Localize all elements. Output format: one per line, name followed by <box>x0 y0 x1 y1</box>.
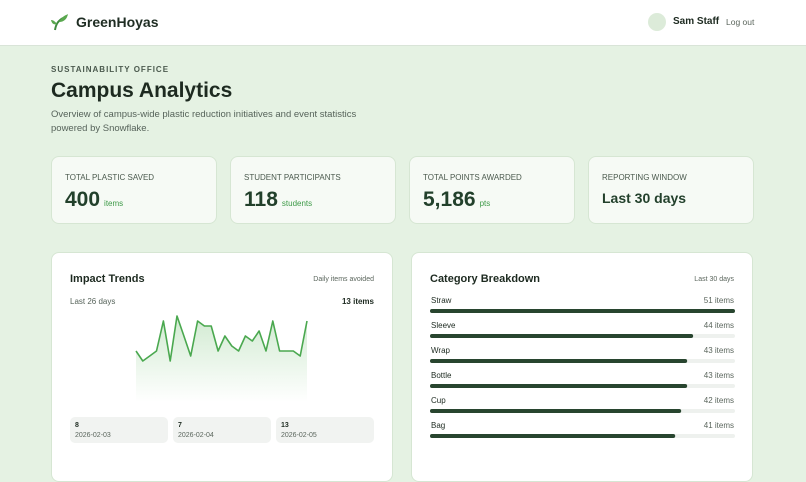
range: Last 26 days <box>70 297 116 306</box>
category-name: Bag <box>431 421 446 430</box>
stat-card: TOTAL POINTS AWARDED 5,186 pts <box>409 156 575 224</box>
stat-unit: items <box>104 199 124 208</box>
category-name: Wrap <box>431 346 450 355</box>
stat-unit: students <box>281 199 313 208</box>
user-name: Sam Staff <box>673 16 720 27</box>
panel-note: Last 30 days <box>694 276 734 283</box>
category-name: Straw <box>431 296 452 305</box>
stat-label: TOTAL PLASTIC SAVED <box>65 173 155 182</box>
day-card: 7 2026-02-04 <box>173 417 271 443</box>
stat-card: REPORTING WINDOW Last 30 days <box>588 156 754 224</box>
panel-title: Impact Trends <box>70 273 145 285</box>
category-panel: Category Breakdown Last 30 days Straw 51 … <box>411 252 753 482</box>
peak: 13 items <box>341 297 374 306</box>
avatar <box>648 13 666 31</box>
day-count: 7 <box>178 422 182 429</box>
day-date: 2026-02-04 <box>178 432 214 439</box>
stat-label: TOTAL POINTS AWARDED <box>423 173 522 182</box>
stat-value: 118 students <box>244 188 312 212</box>
category-name: Cup <box>431 396 446 405</box>
stat-number: Last 30 days <box>602 190 687 206</box>
stat-value: 5,186 pts <box>423 188 490 212</box>
bar <box>430 384 688 388</box>
chart-overlay <box>135 309 735 438</box>
page-title: Campus Analytics <box>51 79 233 102</box>
category-value: 42 items <box>703 396 734 405</box>
description: Overview of campus-wide plastic reductio… <box>51 109 357 134</box>
panel-note: Daily items avoided <box>313 276 374 283</box>
bar <box>430 359 688 363</box>
stat-value: Last 30 days <box>602 190 686 206</box>
day-card: 8 2026-02-03 <box>70 417 168 443</box>
stat-number: 5,186 <box>423 188 476 211</box>
stat-number: 400 <box>65 188 101 211</box>
day-count: 8 <box>75 422 79 429</box>
category-value: 43 items <box>703 346 734 355</box>
bar <box>430 409 682 413</box>
bar <box>430 334 694 338</box>
eyebrow: SUSTAINABILITY OFFICE <box>51 65 170 74</box>
stat-unit: pts <box>479 199 491 208</box>
category-value: 41 items <box>703 421 734 430</box>
stat-card: TOTAL PLASTIC SAVED 400 items <box>51 156 217 224</box>
stat-value: 400 items <box>65 188 123 212</box>
trend-area <box>136 316 307 402</box>
day-date: 2026-02-03 <box>75 432 111 439</box>
stat-label: REPORTING WINDOW <box>602 173 687 182</box>
logo-icon <box>51 14 68 31</box>
panel-title: Category Breakdown <box>430 273 541 285</box>
bar <box>430 434 676 438</box>
category-value: 43 items <box>703 371 734 380</box>
brand[interactable]: GreenHoyas <box>76 14 159 30</box>
day-card: 13 2026-02-05 <box>276 417 374 443</box>
stat-card: STUDENT PARTICIPANTS 118 students <box>230 156 396 224</box>
top-bar: GreenHoyas Sam Staff Log out <box>0 0 806 46</box>
stat-label: STUDENT PARTICIPANTS <box>244 173 341 182</box>
day-date: 2026-02-05 <box>281 432 317 439</box>
category-name: Sleeve <box>431 321 456 330</box>
bar <box>430 309 735 313</box>
logout-link[interactable]: Log out <box>726 17 755 27</box>
category-value: 44 items <box>703 321 734 330</box>
category-value: 51 items <box>703 296 734 305</box>
trend-line <box>135 315 308 362</box>
stat-number: 118 <box>244 188 278 211</box>
day-count: 13 <box>281 422 289 429</box>
category-name: Bottle <box>431 371 452 380</box>
